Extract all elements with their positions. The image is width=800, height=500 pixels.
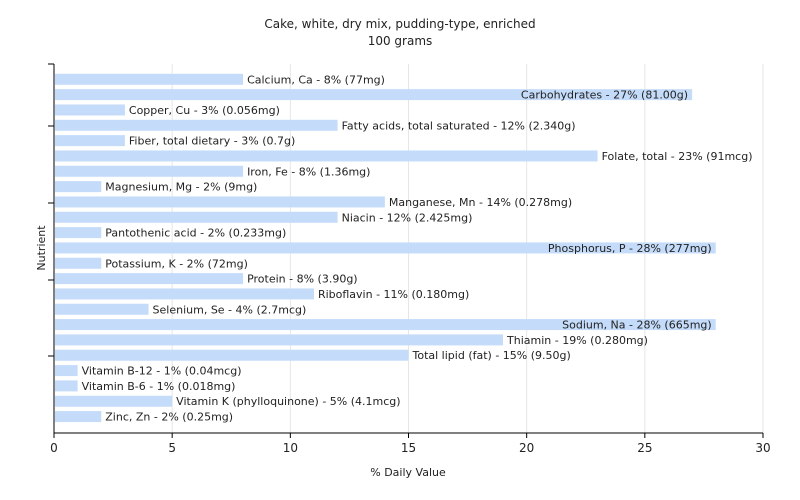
bar-label: Carbohydrates - 27% (81.00g) [521,89,688,102]
bar [55,165,244,177]
bar [55,181,102,193]
bar [55,150,598,162]
bar-label: Vitamin B-12 - 1% (0.04mcg) [82,365,242,378]
bar-label: Iron, Fe - 8% (1.36mg) [247,165,370,178]
bar [55,380,78,392]
x-tick-label: 15 [401,441,416,455]
bar [55,73,244,85]
y-axis-title: Nutrient [35,225,48,271]
bar-label: Niacin - 12% (2.425mg) [342,211,473,224]
bar-label: Protein - 8% (3.90g) [247,273,358,286]
x-tick-label: 20 [519,441,534,455]
bar-label: Riboflavin - 11% (0.180mg) [318,288,469,301]
bar-label: Manganese, Mn - 14% (0.278mg) [389,196,572,209]
bar [55,319,716,331]
bar [55,395,173,407]
bar [55,411,102,423]
bar-label: Potassium, K - 2% (72mg) [105,257,248,270]
bar-label: Selenium, Se - 4% (2.7mcg) [153,303,307,316]
bar-label: Copper, Cu - 3% (0.056mg) [129,104,280,117]
bar-label: Zinc, Zn - 2% (0.25mg) [105,411,233,424]
bar [55,119,338,131]
bar [55,196,385,208]
bar [55,365,78,377]
bar-label: Vitamin B-6 - 1% (0.018mg) [82,380,236,393]
bar-label: Vitamin K (phylloquinone) - 5% (4.1mcg) [176,395,400,408]
bar [55,257,102,269]
x-tick-label: 30 [755,441,770,455]
bar-label: Fiber, total dietary - 3% (0.7g) [129,135,295,148]
chart-subtitle: 100 grams [368,34,433,48]
bar-label: Folate, total - 23% (91mcg) [602,150,753,163]
bars: Calcium, Ca - 8% (77mg) Carbohydrates - 2… [55,73,753,424]
bar-label: Sodium, Na - 28% (665mg) [562,319,712,332]
chart-title: Cake, white, dry mix, pudding-type, enri… [264,17,535,31]
bar-label: Phosphorus, P - 28% (277mg) [548,242,712,255]
bar [55,303,149,315]
bar [55,273,244,285]
bar-label: Thiamin - 19% (0.280mg) [506,334,648,347]
bar-label: Pantothenic acid - 2% (0.233mg) [105,227,286,240]
bar [55,211,338,223]
x-tick-label: 10 [283,441,298,455]
bar-label: Fatty acids, total saturated - 12% (2.34… [342,119,576,132]
bar [55,242,716,254]
bar [55,227,102,239]
bar-label: Magnesium, Mg - 2% (9mg) [105,181,257,194]
bar [55,288,314,300]
x-tick-label: 0 [50,441,58,455]
bar-label: Calcium, Ca - 8% (77mg) [247,73,385,86]
x-tick-label: 25 [637,441,652,455]
bar [55,349,409,361]
x-tick-label: 5 [168,441,176,455]
bar [55,135,125,147]
bar-label: Total lipid (fat) - 15% (9.50g) [412,349,571,362]
bar [55,89,693,101]
x-axis-title: % Daily Value [370,466,446,479]
bar [55,104,125,116]
bar [55,334,504,346]
axes: 0 5 10 15 20 25 30 [48,63,771,455]
